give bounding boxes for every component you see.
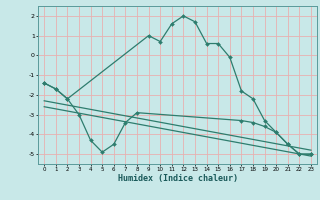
X-axis label: Humidex (Indice chaleur): Humidex (Indice chaleur) [118,174,238,183]
